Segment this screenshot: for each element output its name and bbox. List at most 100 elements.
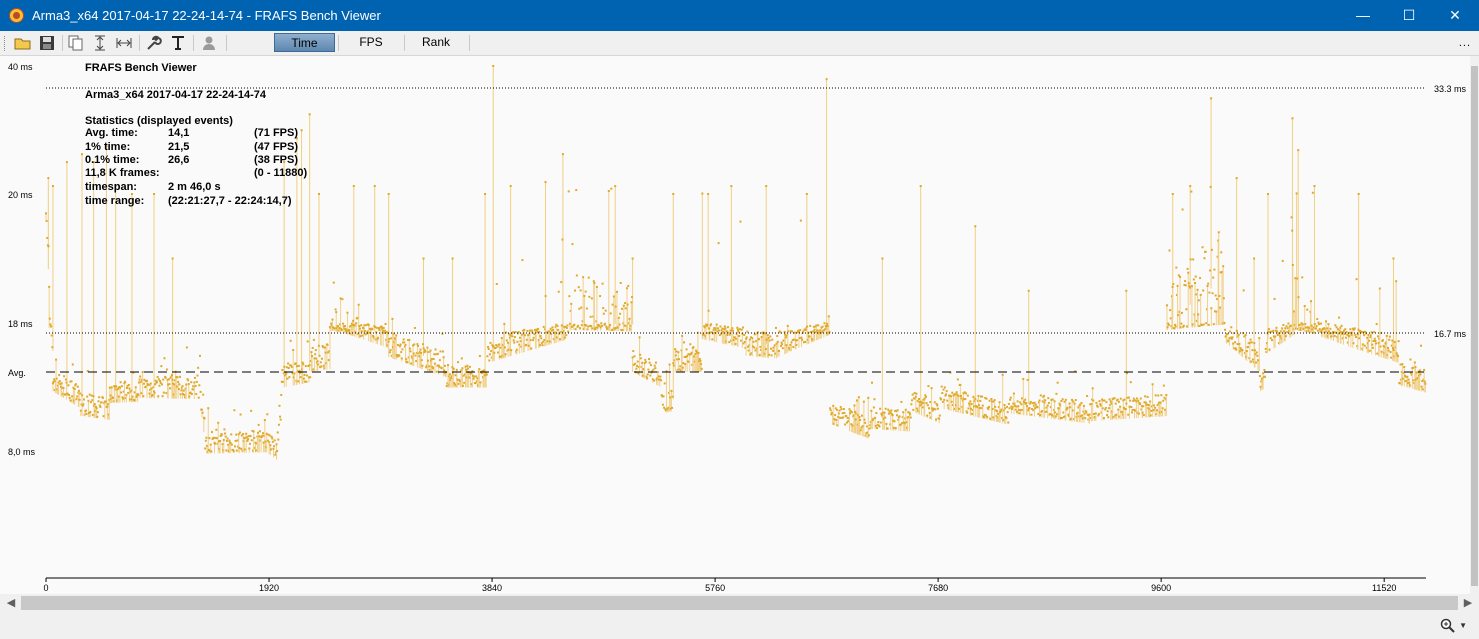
chart-point [1098,400,1101,403]
stats-row-value: 26,6 [168,154,189,166]
chart-point [1201,246,1204,249]
chart-point [1272,329,1275,332]
fit-horizontal-icon[interactable] [115,34,133,52]
chart-point [313,357,316,360]
chart-point [611,303,614,306]
chart-point [1386,354,1389,357]
chart-point [1408,384,1411,387]
chart-point [788,346,791,349]
chart-point [468,365,471,368]
chart-point [1254,353,1257,356]
chart-point [190,393,193,396]
chart-point [584,323,587,326]
chart-point [526,329,529,332]
close-button[interactable]: ✕ [1449,7,1461,23]
chart-point [1413,381,1416,384]
chart-point [537,327,540,330]
chart-point [1167,323,1170,326]
scroll-right-arrow-icon[interactable]: ▶ [1463,597,1473,609]
chart-point [311,346,314,349]
chart-point [769,347,772,350]
wrench-icon[interactable] [145,34,163,52]
vertical-scrollbar[interactable] [1470,56,1479,594]
chart-point [1420,385,1423,388]
tab-fps[interactable]: FPS [359,35,383,49]
chart-point [407,339,410,342]
chart-point [249,434,252,437]
chart-point [865,425,868,428]
copy-icon[interactable] [67,34,85,52]
chart-point [1160,394,1163,397]
toolbar-overflow-button[interactable]: ... [1458,37,1471,49]
chart-point [1101,407,1104,410]
fit-vertical-icon[interactable] [91,34,109,52]
horizontal-scrollbar-thumb[interactable] [21,596,1458,610]
chart-point [1250,341,1253,344]
chart-point [1377,341,1380,344]
chart-point [636,364,639,367]
x-tick-label: 9600 [1151,583,1171,593]
chart-point [716,330,719,333]
chart-point [1226,333,1229,336]
chart-point [881,257,884,260]
frametime-chart[interactable]: 33.3 ms 16.7 ms 40 ms 20 ms 18 ms Avg. 8,0 ms… [0,56,1470,594]
chart-point [1283,330,1286,333]
chart-point [811,339,814,342]
chart-point [653,379,656,382]
chart-point [1311,191,1314,194]
chart-point [786,324,789,327]
toolbar-grip[interactable] [4,36,7,51]
chart-point [1137,412,1140,415]
stats-row-value: 14,1 [168,127,189,139]
chart-point [1188,285,1191,288]
chart-point [796,331,799,334]
chart-point [365,324,368,327]
chart-point [363,329,366,332]
chart-point [481,370,484,373]
chart-point [1356,345,1359,348]
chart-point [1331,332,1334,335]
chart-point [456,378,459,381]
chart-point [749,353,752,356]
tab-time[interactable]: Time [274,33,335,52]
open-folder-icon[interactable] [14,34,32,52]
chart-point [912,408,915,411]
chart-point [766,334,769,337]
chart-point [1088,413,1091,416]
chart-point [1142,414,1145,417]
tab-rank[interactable]: Rank [421,35,450,49]
chart-point [1301,276,1304,279]
text-icon[interactable] [169,34,187,52]
chart-point [515,348,518,351]
chart-point [1159,411,1162,414]
chart-point [1411,366,1414,369]
zoom-icon[interactable] [1440,618,1455,636]
chart-point [1122,399,1125,402]
chart-point [1361,343,1364,346]
chart-point [667,391,670,394]
chart-point [567,190,570,193]
chart-point [209,449,212,452]
chart-point [602,312,605,315]
user-icon[interactable] [200,34,218,52]
chart-point [1069,406,1072,409]
chart-point [780,341,783,344]
chart-point [909,413,912,416]
scroll-left-arrow-icon[interactable]: ◀ [6,597,16,609]
vertical-scrollbar-thumb[interactable] [1471,66,1478,586]
chart-point [1264,375,1267,378]
zoom-dropdown-icon[interactable]: ▼ [1459,621,1467,630]
chart-point [819,329,822,332]
chart-point [610,329,613,332]
chart-point [1416,376,1419,379]
chart-point [1354,336,1357,339]
chart-point [380,325,383,328]
minimize-button[interactable]: — [1356,7,1370,23]
maximize-button[interactable]: ☐ [1402,7,1416,23]
save-icon[interactable] [38,34,56,52]
chart-point [51,346,54,349]
chart-point [997,406,1000,409]
horizontal-scrollbar[interactable]: ◀ ▶ [0,594,1479,612]
chart-point [1046,404,1049,407]
